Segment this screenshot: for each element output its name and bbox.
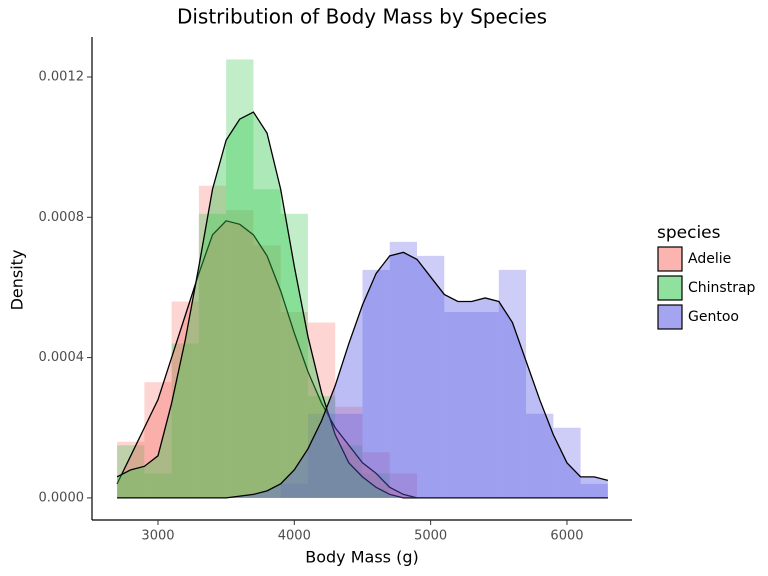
histogram-bar	[117, 445, 145, 498]
histogram-bar	[580, 483, 608, 498]
histogram-bar	[307, 396, 336, 498]
density-line	[117, 251, 609, 499]
legend-title: species	[657, 223, 721, 243]
histogram-bar	[362, 473, 390, 498]
density-area	[117, 252, 608, 498]
y-tick-label: 0.0008	[39, 210, 85, 225]
histogram-bar	[144, 473, 172, 498]
histogram-bar	[253, 245, 281, 498]
density-area	[117, 112, 608, 498]
legend-label: Chinstrap	[688, 280, 756, 296]
histogram-bar	[280, 483, 308, 498]
histogram-bar	[307, 413, 336, 498]
histogram-bar	[280, 311, 308, 498]
histogram-bar	[362, 269, 390, 498]
histogram-bar	[444, 311, 472, 498]
histogram-bar	[335, 406, 363, 498]
histogram-bar	[171, 301, 199, 498]
x-tick-label: 4000	[278, 529, 311, 544]
histogram-bar	[362, 452, 390, 498]
x-tick-label: 6000	[550, 529, 583, 544]
x-tick-label: 5000	[414, 529, 447, 544]
legend-swatch	[657, 246, 683, 272]
histogram-bar	[171, 343, 199, 498]
histogram-bar	[389, 241, 418, 498]
histogram-bar	[471, 311, 499, 498]
y-tick-label: 0.0004	[39, 350, 85, 365]
histogram-bar	[226, 210, 254, 498]
legend-label: Gentoo	[688, 309, 739, 325]
histogram-bar	[335, 413, 363, 498]
histogram-bar	[280, 213, 308, 498]
x-tick-label: 3000	[141, 529, 174, 544]
y-tick-label: 0.0000	[39, 490, 85, 505]
chart-title: Distribution of Body Mass by Species	[177, 5, 547, 29]
legend-label: Adelie	[688, 251, 731, 267]
histogram-bar	[144, 382, 172, 498]
legend-swatch	[657, 304, 683, 330]
density-line	[116, 111, 608, 499]
histogram-bar	[526, 413, 554, 498]
x-axis-label: Body Mass (g)	[305, 548, 418, 567]
y-tick-label: 0.0012	[39, 69, 85, 84]
density-area	[117, 220, 608, 498]
histogram-bar	[417, 255, 445, 498]
y-axis-label: Density	[8, 250, 27, 311]
legend-swatch	[657, 275, 683, 301]
histogram-bar	[307, 322, 336, 498]
